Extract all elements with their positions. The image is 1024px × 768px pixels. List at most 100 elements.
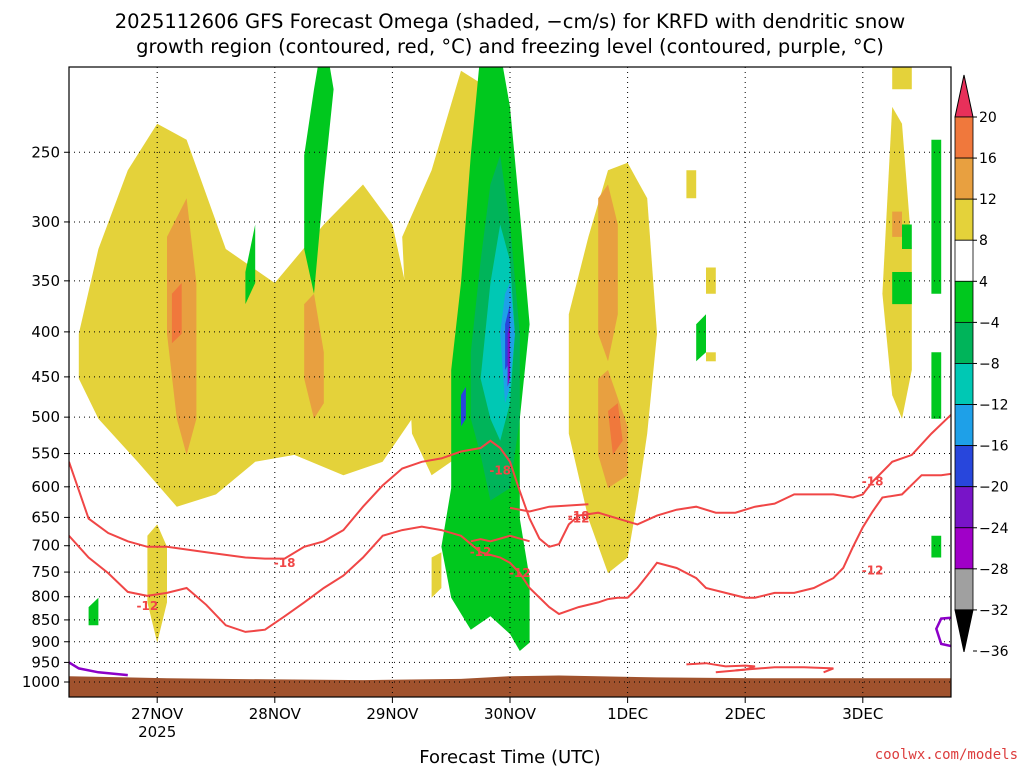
x-tick-label-4: 1DEC <box>607 705 648 723</box>
temp-contour-2 <box>470 534 530 543</box>
colorbar-bottom-arrow <box>954 609 974 653</box>
omega-region-6 <box>706 267 716 294</box>
colorbar-box-2 <box>954 157 974 200</box>
y-tick-label-4: 450 <box>31 368 60 386</box>
contour-extra-label-1: -18 <box>862 475 884 489</box>
colorbar-box-9 <box>954 445 974 488</box>
colorbar-label-0: 20 <box>979 110 997 126</box>
omega-region-19 <box>892 272 912 305</box>
contour-extra-label-4: -18 <box>489 464 511 478</box>
x-tick-label-6: 3DEC <box>842 705 883 723</box>
y-tick-label-7: 600 <box>31 478 60 496</box>
colorbar-box-7 <box>954 363 974 405</box>
colorbar-label-3: 8 <box>979 233 988 249</box>
contour-extra-label-0: -12 <box>470 545 492 559</box>
contour-extra-label-3: -12 <box>509 566 531 580</box>
omega-region-4 <box>882 106 912 419</box>
x-tick-label-5: 2DEC <box>725 705 766 723</box>
x-tick-sublabel-0: 2025 <box>138 723 176 741</box>
contour-extra-label-6: -12 <box>862 564 884 578</box>
colorbar-box-1 <box>954 116 974 159</box>
y-tick-label-3: 400 <box>31 323 60 341</box>
omega-region-21 <box>931 249 942 294</box>
temp-contour-1 <box>69 414 951 560</box>
y-tick-label-12: 850 <box>31 611 60 629</box>
colorbar-label-8: −16 <box>979 439 1009 455</box>
omega-region-3 <box>147 524 167 643</box>
omega-region-33 <box>507 324 510 387</box>
chart-title-line-2: growth region (contoured, red, °C) and f… <box>136 35 884 58</box>
y-tick-label-5: 500 <box>31 408 60 426</box>
y-tick-label-15: 1000 <box>22 673 60 691</box>
y-tick-label-10: 750 <box>31 563 60 581</box>
omega-region-7 <box>686 170 697 199</box>
omega-region-22 <box>931 139 942 249</box>
colorbar-box-8 <box>954 404 974 447</box>
omega-region-26 <box>245 224 256 305</box>
colorbar-label-2: 12 <box>979 192 997 208</box>
colorbar-label-11: −28 <box>979 562 1009 578</box>
freezing-level-contour-0 <box>69 661 128 677</box>
y-tick-label-11: 800 <box>31 588 60 606</box>
temp-contour-0 <box>69 472 951 633</box>
omega-region-5 <box>892 67 912 90</box>
x-tick-label-0: 27NOV <box>131 705 184 723</box>
colorbar-label-13: −36 <box>979 644 1009 660</box>
x-tick-label-3: 30NOV <box>484 705 537 723</box>
x-axis-label: Forecast Time (UTC) <box>419 747 600 768</box>
colorbar-box-6 <box>954 321 974 364</box>
temp-contour-3 <box>509 503 589 513</box>
plot-inner: -18-12-12-18-12-12-18-18-12 <box>69 67 951 697</box>
y-tick-label-6: 550 <box>31 445 60 463</box>
colorbar-box-4 <box>954 239 974 282</box>
x-tick-label-2: 29NOV <box>366 705 419 723</box>
colorbar-box-11 <box>954 527 974 570</box>
contour-label-1: -12 <box>568 512 590 526</box>
colorbar-label-4: 4 <box>979 274 988 290</box>
y-tick-label-8: 650 <box>31 508 60 526</box>
colorbar-box-5 <box>954 280 974 323</box>
colorbar: 20 16 12 8 4 −4 −8 −12 −16 −20 −24 −28 −32 −36 <box>954 74 1009 660</box>
omega-region-27 <box>902 224 912 249</box>
colorbar-label-6: −8 <box>979 356 1000 372</box>
colorbar-box-12 <box>954 568 974 611</box>
contour-extra-label-5: -18 <box>568 509 590 523</box>
credit-text: coolwx.com/models <box>875 747 1018 763</box>
colorbar-label-12: −32 <box>979 603 1009 619</box>
colorbar-label-5: −4 <box>979 315 1000 331</box>
contour-extra-label-2: -12 <box>137 599 159 613</box>
y-tick-label-14: 950 <box>31 653 60 671</box>
x-tick-label-1: 28NOV <box>249 705 302 723</box>
omega-region-8 <box>706 352 716 362</box>
y-tick-label-2: 350 <box>31 272 60 290</box>
colorbar-label-7: −12 <box>979 398 1009 414</box>
plot-area: -18-12-12-18-12-12-18-18-122503003504004… <box>22 66 952 741</box>
omega-region-14 <box>892 211 902 237</box>
omega-region-0 <box>78 123 413 507</box>
freezing-level-contour-1 <box>934 616 951 648</box>
omega-region-32 <box>461 386 466 427</box>
colorbar-box-3 <box>954 198 974 241</box>
colorbar-label-9: −20 <box>979 480 1009 496</box>
omega-region-18 <box>304 67 334 294</box>
y-tick-label-0: 250 <box>31 143 60 161</box>
y-tick-label-9: 700 <box>31 537 60 555</box>
chart-title-line-1: 2025112606 GFS Forecast Omega (shaded, −… <box>115 10 906 33</box>
omega-region-23 <box>931 535 942 558</box>
omega-region-2 <box>568 162 657 574</box>
omega-region-13 <box>304 293 324 419</box>
temp-contour-5 <box>735 666 834 674</box>
omega-region-9 <box>431 552 442 598</box>
colorbar-label-10: −24 <box>979 521 1009 537</box>
colorbar-top-arrow <box>954 74 974 118</box>
omega-region-24 <box>88 597 99 626</box>
colorbar-label-1: 16 <box>979 151 997 167</box>
omega-region-16 <box>608 403 623 455</box>
y-tick-label-1: 300 <box>31 213 60 231</box>
y-tick-label-13: 900 <box>31 633 60 651</box>
omega-region-20 <box>931 352 942 419</box>
colorbar-box-10 <box>954 486 974 529</box>
terrain-fill <box>69 675 951 697</box>
omega-region-15 <box>171 283 182 344</box>
